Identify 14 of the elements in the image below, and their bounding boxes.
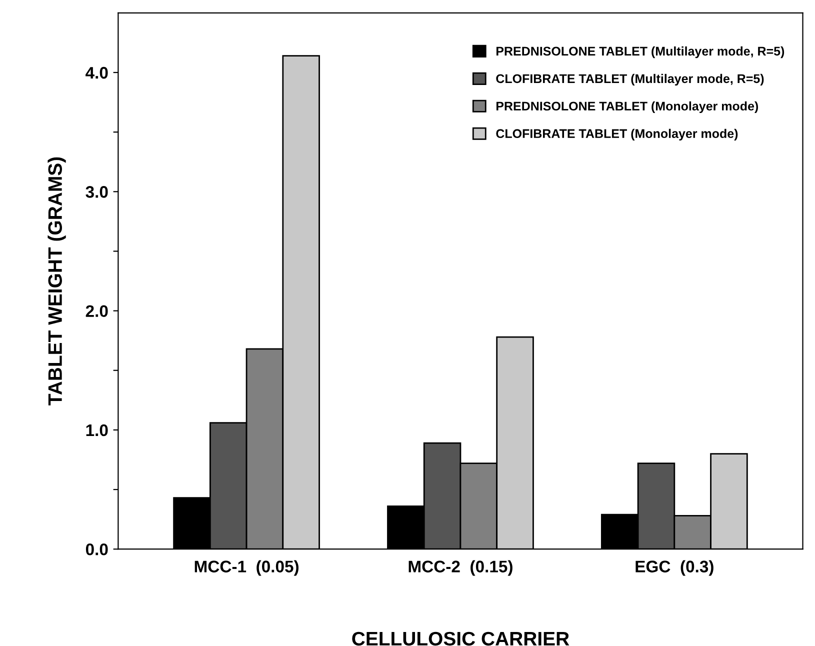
y-tick-label: 3.0	[86, 186, 108, 198]
x-axis-title: CELLULOSIC CARRIER	[352, 632, 570, 646]
y-tick-label: 1.0	[86, 424, 108, 436]
y-tick-label: 4.0	[86, 66, 108, 79]
legend-label: PREDNISOLONE TABLET (Multilayer mode, R=5)	[496, 46, 784, 58]
legend-label: CLOFIBRATE TABLET (Multilayer mode, R=5)	[496, 74, 764, 86]
y-tick-label: 2.0	[86, 305, 108, 317]
legend-label: PREDNISOLONE TABLET (Monolayer mode)	[496, 101, 758, 114]
x-tick-label: EGC (0.3)	[636, 560, 714, 576]
y-tick-label: 0.0	[86, 544, 108, 556]
x-tick-label: MCC-1 (0.05)	[194, 560, 298, 576]
x-tick-label: MCC-2 (0.15)	[408, 560, 512, 576]
legend-label: CLOFIBRATE TABLET (Monolayer mode)	[496, 128, 738, 140]
y-axis-title: TABLET WEIGHT (GRAMS)	[48, 157, 66, 406]
